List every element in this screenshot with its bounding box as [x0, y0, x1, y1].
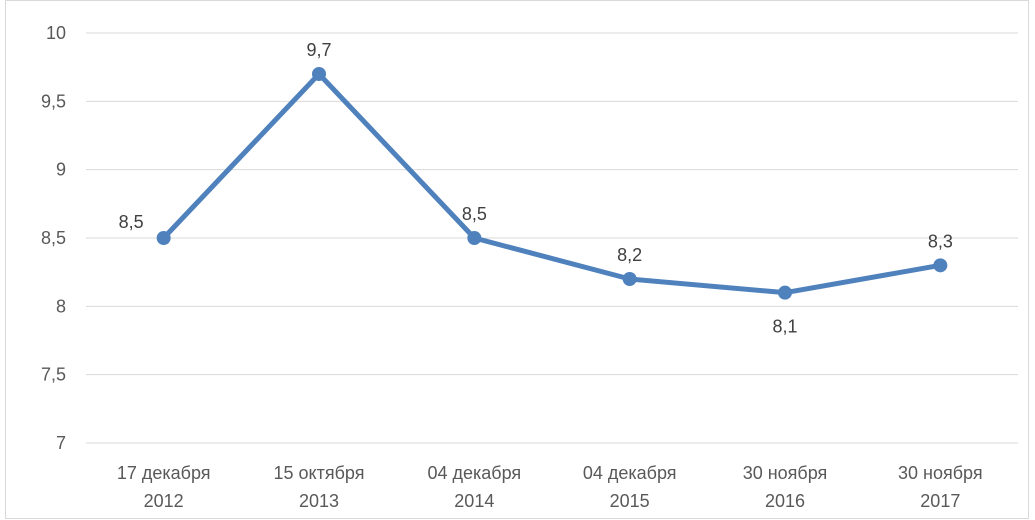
data-label: 8,5: [119, 212, 144, 232]
data-point: [312, 67, 326, 81]
data-point: [467, 231, 482, 245]
y-tick-label: 8,5: [41, 228, 66, 248]
data-point: [156, 231, 171, 245]
data-label: 8,5: [462, 204, 487, 224]
y-tick-label: 7: [56, 433, 66, 453]
x-tick-label: 2014: [454, 491, 494, 511]
x-tick-label: 2012: [144, 491, 184, 511]
data-label: 8,3: [928, 231, 953, 251]
y-tick-label: 7,5: [41, 365, 66, 385]
x-tick-label: 15 октября: [274, 463, 365, 483]
chart-frame: 7 7,5 8 8,5 9 9,5 10 17 декабря 2012 15 октября 20…: [5, 0, 1029, 519]
x-tick-label: 30 ноября: [898, 463, 983, 483]
data-point: [778, 285, 792, 300]
x-tick-label: 2016: [765, 491, 805, 511]
x-tick-label: 17 декабря: [117, 463, 211, 483]
y-tick-label: 10: [46, 23, 66, 43]
x-tick-label: 30 ноября: [743, 463, 828, 483]
data-point: [622, 272, 637, 286]
data-label: 8,2: [617, 245, 642, 265]
data-point: [933, 258, 948, 273]
y-tick-label: 9,5: [41, 91, 66, 111]
y-tick-label: 9: [56, 160, 66, 180]
data-label: 8,1: [772, 317, 797, 337]
x-tick-label: 2013: [299, 491, 339, 511]
x-tick-label: 2017: [920, 491, 960, 511]
x-tick-label: 04 декабря: [427, 463, 521, 483]
line-chart: 7 7,5 8 8,5 9 9,5 10 17 декабря 2012 15 октября 20…: [41, 23, 1018, 511]
x-tick-label: 04 декабря: [583, 463, 677, 483]
series-line: [161, 71, 943, 296]
data-label: 9,7: [306, 40, 331, 60]
y-tick-label: 8: [56, 296, 66, 316]
x-tick-label: 2015: [610, 491, 650, 511]
